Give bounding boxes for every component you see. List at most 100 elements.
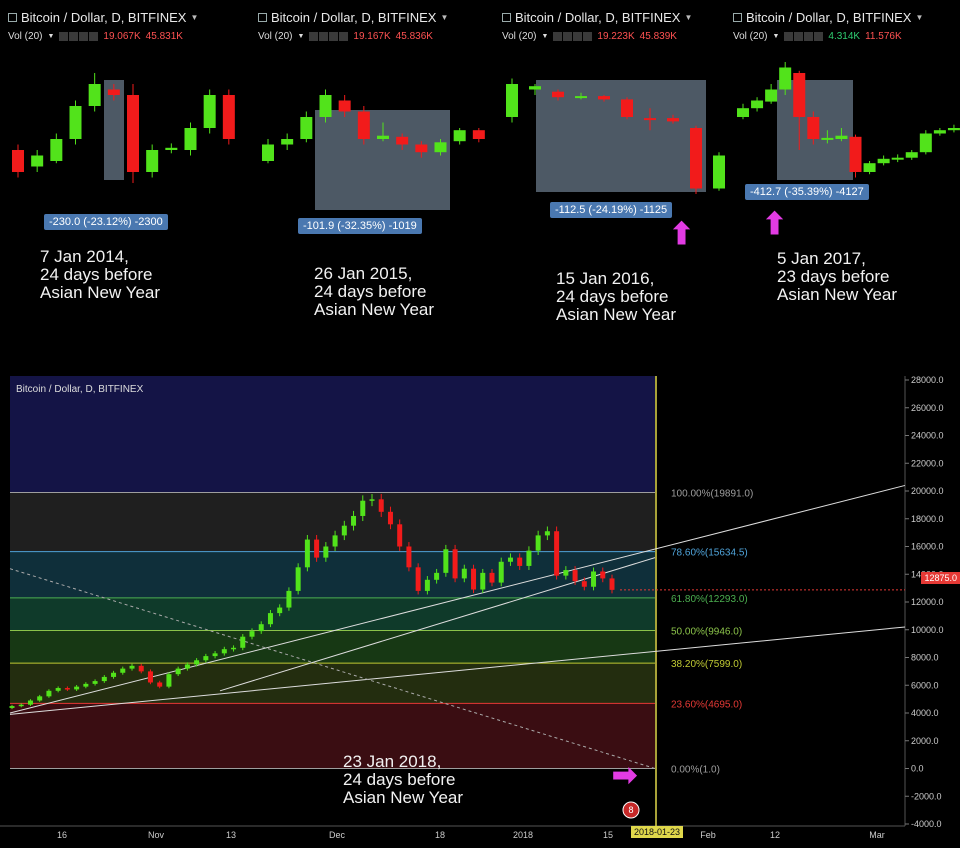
chevron-down-icon[interactable]: ▼ <box>440 13 449 22</box>
candle-body <box>397 524 403 547</box>
candle-body <box>18 704 24 707</box>
measure-region <box>536 80 706 192</box>
candle-body <box>212 653 218 657</box>
note-line: 5 Jan 2017, <box>777 249 866 268</box>
measure-label: -230.0 (-23.12%) -2300 <box>44 214 168 230</box>
arrow-up-icon: ⬆ <box>762 208 788 241</box>
candle-body <box>415 567 421 591</box>
candle-body <box>600 571 606 579</box>
panel-header[interactable]: Bitcoin / Dollar, D, BITFINEX ▼ <box>8 10 198 25</box>
candle-body <box>877 158 890 164</box>
candle-body <box>554 531 560 576</box>
candle-body <box>453 130 466 142</box>
candle-body <box>295 567 301 591</box>
candle-body <box>138 665 144 672</box>
panel-candles <box>262 89 485 210</box>
candle-body <box>221 649 227 654</box>
candle-body <box>443 549 449 573</box>
candle-body <box>667 118 679 122</box>
indicator-buttons[interactable] <box>309 32 349 41</box>
candle-body <box>203 95 216 128</box>
candle-body <box>300 117 313 139</box>
candle-body <box>535 535 541 551</box>
candle-body <box>262 144 274 161</box>
candle-body <box>765 89 778 102</box>
volume-value-a: 19.067K <box>103 31 141 42</box>
x-tick-label: 16 <box>57 830 67 840</box>
collapse-icon[interactable] <box>733 13 742 22</box>
panel-annotation-note: 7 Jan 2014, 24 days before Asian New Year <box>40 248 160 302</box>
dashed-trend-line <box>9 568 656 769</box>
candle-body <box>598 96 610 100</box>
candle-body <box>891 157 904 160</box>
fib-label: 100.00%(19891.0) <box>671 489 753 500</box>
chevron-down-icon[interactable]: ▼ <box>684 13 693 22</box>
candle-body <box>933 130 946 134</box>
candle-body <box>281 139 294 145</box>
candle-body <box>552 91 564 98</box>
history-panel-4: Bitcoin / Dollar, D, BITFINEX ▼ Vol (20)… <box>725 0 960 360</box>
volume-label[interactable]: Vol (20) <box>8 31 43 42</box>
candle-body <box>415 144 428 153</box>
volume-label[interactable]: Vol (20) <box>258 31 293 42</box>
collapse-icon[interactable] <box>8 13 17 22</box>
fib-label: 50.00%(9946.0) <box>671 626 742 637</box>
current-price-tag: 12875.0 <box>921 572 960 584</box>
chevron-down-icon[interactable]: ▼ <box>915 13 924 22</box>
chevron-down-icon[interactable]: ▼ <box>772 33 780 40</box>
chevron-down-icon[interactable]: ▼ <box>541 33 549 40</box>
candle-body <box>507 557 513 562</box>
x-tick-label: Nov <box>148 830 165 840</box>
chevron-down-icon[interactable]: ▼ <box>47 33 55 40</box>
candle-body <box>544 531 550 536</box>
volume-label[interactable]: Vol (20) <box>733 31 768 42</box>
candle-body <box>357 111 370 139</box>
fib-band <box>10 703 655 769</box>
history-panel-3: Bitcoin / Dollar, D, BITFINEX ▼ Vol (20)… <box>494 0 734 360</box>
y-tick-label: 22000.0 <box>911 458 944 468</box>
y-tick-label: 8000.0 <box>911 653 939 663</box>
chevron-down-icon[interactable]: ▼ <box>297 33 305 40</box>
candle-body <box>529 86 541 90</box>
candle-body <box>222 95 235 139</box>
candle-body <box>690 128 702 189</box>
note-line: 15 Jan 2016, <box>556 269 655 288</box>
panel-header[interactable]: Bitcoin / Dollar, D, BITFINEX ▼ <box>733 10 923 25</box>
candle-body <box>74 686 80 690</box>
trend-line <box>9 626 906 715</box>
candle-body <box>27 700 33 705</box>
panel-annotation-note: 5 Jan 2017, 23 days before Asian New Year <box>777 250 897 304</box>
x-tick-label: 18 <box>435 830 445 840</box>
candle-body <box>526 550 532 566</box>
volume-value-b: 45.836K <box>395 31 433 42</box>
candle-body <box>12 150 24 172</box>
chevron-down-icon[interactable]: ▼ <box>190 13 199 22</box>
candle-body <box>821 137 834 140</box>
panel-header[interactable]: Bitcoin / Dollar, D, BITFINEX ▼ <box>502 10 692 25</box>
note-line: 24 days before <box>40 265 153 284</box>
measure-label: -101.9 (-32.35%) -1019 <box>298 218 422 234</box>
candle-body <box>332 535 338 547</box>
indicator-buttons[interactable] <box>784 32 824 41</box>
indicator-buttons[interactable] <box>553 32 593 41</box>
candle-body <box>341 525 347 536</box>
arrow-right-icon: ➡ <box>612 759 638 792</box>
panel-header[interactable]: Bitcoin / Dollar, D, BITFINEX ▼ <box>258 10 448 25</box>
volume-legend: Vol (20) ▼ 19.067K 45.831K <box>8 31 183 42</box>
measure-label: -112.5 (-24.19%) -1125 <box>550 202 673 218</box>
collapse-icon[interactable] <box>502 13 511 22</box>
note-line: 24 days before <box>556 287 669 306</box>
candle-body <box>369 499 375 501</box>
volume-label[interactable]: Vol (20) <box>502 31 537 42</box>
collapse-icon[interactable] <box>258 13 267 22</box>
fib-label: 78.60%(15634.5) <box>671 548 748 559</box>
indicator-buttons[interactable] <box>59 32 99 41</box>
fib-label: 23.60%(4695.0) <box>671 699 742 710</box>
fib-label: 38.20%(7599.0) <box>671 659 742 670</box>
note-line: Asian New Year <box>314 300 435 319</box>
candle-body <box>175 668 181 675</box>
volume-value-a: 4.314K <box>828 31 861 42</box>
candle-body <box>184 664 190 669</box>
main-chart-svg[interactable]: 100.00%(19891.0) 78.60%(15634.5) 61.80%(12… <box>0 376 960 848</box>
candle-body <box>129 665 135 669</box>
